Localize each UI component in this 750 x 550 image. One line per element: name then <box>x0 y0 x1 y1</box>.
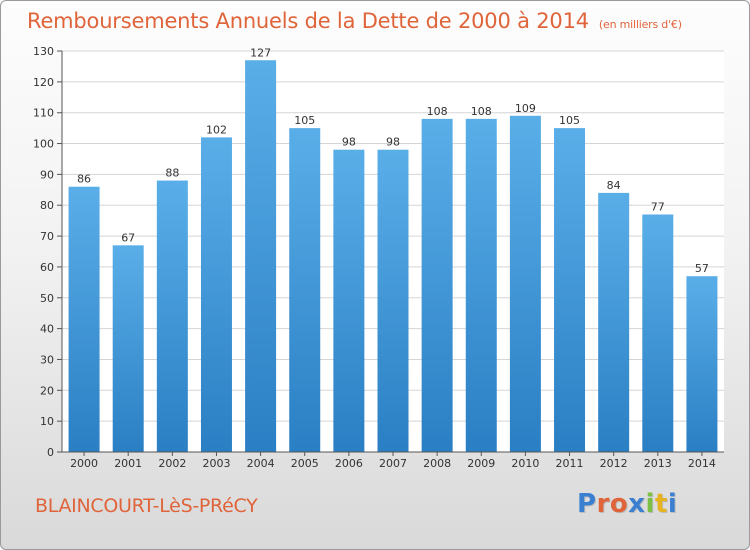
y-tick-label: 70 <box>40 230 54 243</box>
bar-2011 <box>554 128 586 452</box>
y-tick-label: 130 <box>33 45 54 58</box>
bars <box>68 60 718 453</box>
town-name: BLAINCOURT-LèS-PRéCY <box>35 495 258 517</box>
x-tick-label: 2013 <box>644 457 672 470</box>
bar-2002 <box>156 180 188 453</box>
data-label: 105 <box>294 114 315 127</box>
x-tick-label: 2002 <box>158 457 186 470</box>
logo-letter: o <box>609 489 629 519</box>
bar-2004 <box>245 60 277 452</box>
data-label: 109 <box>515 102 536 115</box>
bar-2005 <box>289 128 321 452</box>
logo-letter: i <box>667 489 678 519</box>
x-tick-label: 2011 <box>556 457 584 470</box>
title-text: Remboursements Annuels de la Dette de 20… <box>27 9 589 33</box>
data-labels: 86 67 88 102 127 105 98 98 108 108 109 105 84 77 57 <box>77 46 709 275</box>
y-tick-label: 50 <box>40 292 54 305</box>
x-tick-label: 2010 <box>511 457 539 470</box>
y-tick-label: 30 <box>40 353 54 366</box>
data-label: 86 <box>77 173 91 186</box>
x-tick-label: 2000 <box>70 457 98 470</box>
x-axis: 2000 2001 2002 2003 2004 2005 2006 2007 2008 2009… <box>62 451 724 470</box>
logo-letter: t <box>654 489 668 519</box>
data-label: 108 <box>471 105 492 118</box>
x-tick-label: 2009 <box>467 457 495 470</box>
x-tick-label: 2008 <box>423 457 451 470</box>
data-label: 88 <box>165 167 179 180</box>
x-tick-label: 2005 <box>291 457 319 470</box>
data-label: 108 <box>427 105 448 118</box>
y-axis: 0 10 20 30 40 50 60 70 80 90 100 110 120 130 <box>33 45 63 459</box>
bar-2013 <box>642 214 674 452</box>
bar-2012 <box>598 192 630 452</box>
data-label: 105 <box>559 114 580 127</box>
bar-2010 <box>509 115 541 453</box>
y-tick-label: 0 <box>47 446 54 459</box>
x-tick-label: 2012 <box>600 457 628 470</box>
y-tick-label: 110 <box>33 107 54 120</box>
bar-chart: 86 67 88 102 127 105 98 98 108 108 109 105 84 77 57 0 1… <box>33 45 724 470</box>
bar-2009 <box>465 118 497 452</box>
logo-letter: i <box>645 489 655 519</box>
x-tick-label: 2014 <box>688 457 716 470</box>
logo-letter: r <box>596 489 610 519</box>
bar-2006 <box>333 149 365 452</box>
y-tick-label: 40 <box>40 323 54 336</box>
unit-note: (en milliers d'€) <box>598 18 682 31</box>
data-label: 84 <box>607 179 621 192</box>
chart-title: Remboursements Annuels de la Dette de 20… <box>27 9 682 33</box>
data-label: 127 <box>250 46 271 59</box>
data-label: 102 <box>206 123 227 136</box>
data-label: 98 <box>342 136 356 149</box>
x-tick-label: 2001 <box>114 457 142 470</box>
bar-2008 <box>421 118 453 452</box>
bar-2003 <box>200 137 232 452</box>
bar-2014 <box>686 276 718 452</box>
data-label: 98 <box>386 136 400 149</box>
bar-2000 <box>68 186 100 452</box>
data-label: 67 <box>121 231 135 244</box>
y-tick-label: 120 <box>33 76 54 89</box>
x-tick-label: 2006 <box>335 457 363 470</box>
data-label: 57 <box>695 262 709 275</box>
y-tick-label: 10 <box>40 415 54 428</box>
x-tick-label: 2004 <box>247 457 275 470</box>
y-tick-label: 100 <box>33 138 54 151</box>
y-tick-label: 80 <box>40 199 54 212</box>
y-tick-label: 90 <box>40 168 54 181</box>
y-tick-label: 20 <box>40 384 54 397</box>
logo-letter: P <box>577 489 597 519</box>
x-tick-label: 2003 <box>202 457 230 470</box>
bar-2001 <box>112 245 144 452</box>
bar-2007 <box>377 149 409 452</box>
logo-letter: x <box>628 489 646 519</box>
x-tick-label: 2007 <box>379 457 407 470</box>
data-label: 77 <box>651 200 665 213</box>
proxiti-logo[interactable]: Proxiti <box>577 489 677 519</box>
y-tick-label: 60 <box>40 261 54 274</box>
